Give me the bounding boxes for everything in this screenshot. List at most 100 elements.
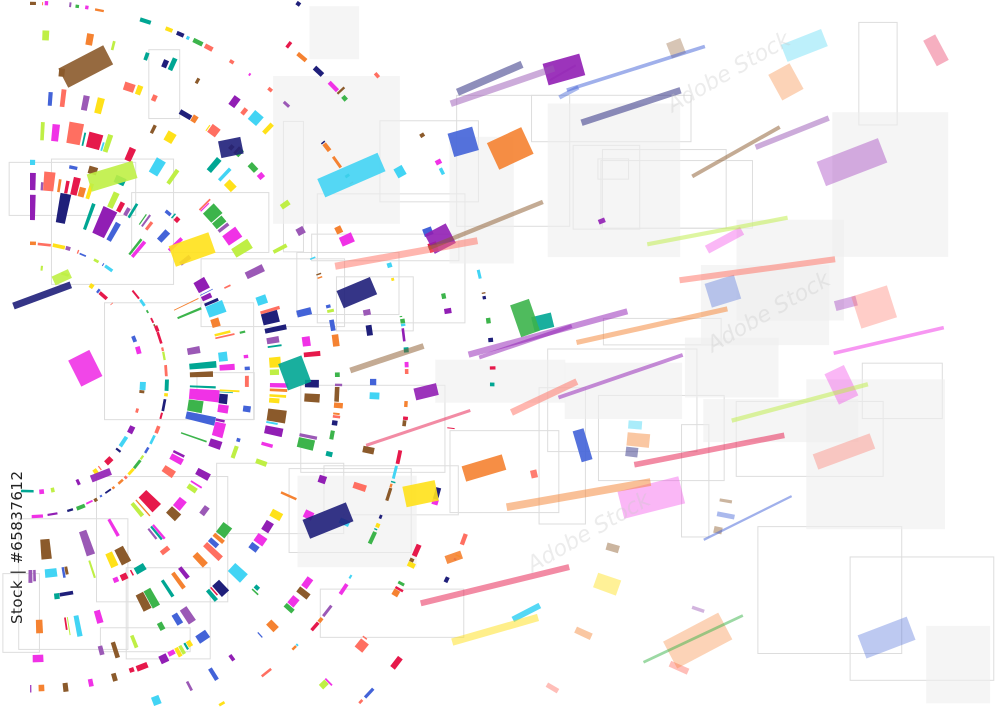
ring-segment — [128, 667, 135, 673]
ring-segment — [143, 52, 150, 61]
ring-segment — [317, 474, 328, 485]
accent-line — [478, 324, 573, 360]
ring-segment — [84, 5, 89, 10]
ring-segment — [188, 388, 220, 403]
ring-segment — [402, 420, 407, 427]
ring-segment — [20, 489, 34, 493]
ring-segment — [174, 646, 183, 658]
accent-line — [731, 382, 869, 423]
ring-segment — [97, 465, 102, 471]
color-block — [780, 28, 828, 62]
ring-segment — [301, 336, 311, 347]
ring-segment — [248, 72, 252, 77]
ring-segment — [30, 159, 36, 166]
ring-segment — [28, 569, 33, 583]
ring-segment — [264, 324, 287, 334]
faint-box — [849, 556, 995, 681]
ring-segment — [269, 394, 287, 398]
ring-segment — [123, 475, 128, 480]
accent-line — [691, 125, 781, 179]
ring-segment — [489, 382, 495, 387]
faint-panel — [547, 103, 681, 258]
ring-segment — [378, 514, 383, 520]
ring-segment — [260, 667, 272, 678]
ring-segment — [187, 399, 204, 414]
ring-segment — [30, 194, 36, 221]
ring-segment — [175, 30, 185, 38]
ring-segment — [224, 284, 231, 289]
ring-segment — [269, 508, 284, 522]
ring-segment — [625, 446, 639, 458]
ring-segment — [135, 408, 140, 414]
ring-segment — [334, 383, 343, 387]
ring-segment — [152, 524, 166, 540]
ring-segment — [117, 478, 124, 485]
color-block — [12, 281, 73, 310]
ring-segment — [605, 542, 620, 554]
ring-segment — [247, 109, 264, 127]
stock-id-label: Stock | #65837612 — [8, 470, 26, 624]
ring-segment — [390, 277, 395, 282]
ring-segment — [203, 541, 223, 562]
faint-box — [125, 567, 211, 660]
ring-segment — [64, 566, 69, 575]
color-block — [68, 349, 103, 387]
ring-segment — [419, 132, 426, 139]
ring-segment — [287, 595, 300, 608]
color-block — [704, 274, 742, 308]
ring-segment — [166, 168, 180, 185]
ring-segment — [222, 226, 243, 246]
color-block — [86, 160, 138, 192]
accent-line — [451, 613, 540, 646]
color-block — [168, 232, 216, 267]
ring-segment — [242, 405, 251, 413]
ring-segment — [203, 43, 214, 52]
ring-segment — [189, 371, 214, 378]
faint-box — [300, 384, 446, 473]
ring-segment — [40, 265, 44, 271]
ring-segment — [459, 533, 468, 546]
ring-segment — [331, 155, 343, 169]
ring-segment — [70, 176, 81, 196]
ring-segment — [178, 109, 193, 121]
ring-segment — [51, 123, 61, 142]
ring-segment — [336, 86, 346, 95]
ring-segment — [127, 467, 135, 476]
ring-segment — [99, 494, 103, 498]
ring-segment — [400, 323, 406, 327]
ring-segment — [42, 2, 44, 6]
ring-segment — [248, 541, 260, 553]
ring-segment — [320, 140, 326, 145]
ring-segment — [144, 221, 154, 231]
color-block — [302, 502, 354, 539]
ring-segment — [104, 488, 112, 494]
ring-segment — [322, 604, 333, 618]
ring-segment — [295, 0, 302, 7]
faint-box — [858, 21, 898, 126]
ring-segment — [40, 538, 52, 560]
ring-segment — [85, 499, 93, 505]
ring-segment — [153, 325, 160, 333]
ring-segment — [154, 425, 161, 434]
faint-panel — [273, 76, 400, 224]
ring-segment — [167, 649, 176, 657]
ring-segment — [341, 94, 348, 102]
ring-segment — [172, 449, 185, 458]
ring-segment — [400, 318, 406, 324]
ring-segment — [161, 398, 167, 412]
ring-segment — [223, 179, 237, 193]
ring-segment — [94, 8, 105, 13]
ring-segment — [326, 308, 335, 314]
ring-segment — [112, 576, 120, 584]
ring-segment — [172, 496, 187, 511]
faint-box — [99, 627, 191, 653]
faint-box — [681, 424, 710, 538]
ring-segment — [61, 566, 66, 578]
ring-segment — [149, 124, 157, 134]
color-block — [542, 53, 586, 86]
ring-segment — [391, 588, 401, 598]
ring-segment — [228, 59, 235, 65]
color-block — [510, 298, 540, 338]
ring-segment — [211, 421, 227, 439]
ring-segment — [31, 514, 44, 519]
